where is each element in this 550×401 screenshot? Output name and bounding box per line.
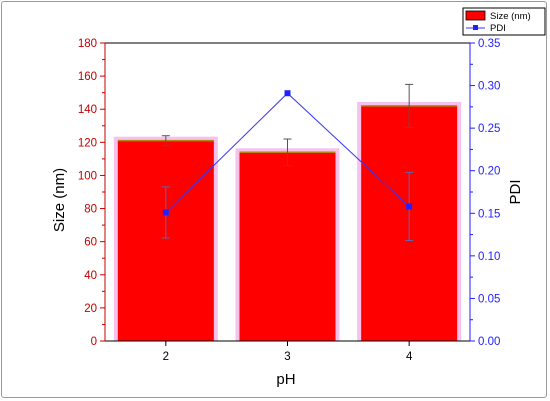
left-axis-label: Size (nm) — [51, 168, 68, 232]
left-tick-label: 40 — [84, 270, 97, 282]
x-tick-label: 3 — [284, 351, 290, 363]
left-tick-label: 160 — [78, 71, 97, 83]
left-tick-label: 60 — [84, 237, 97, 249]
right-tick-label: 0.30 — [478, 81, 500, 93]
right-axis-label: PDI — [507, 179, 524, 204]
left-tick-label: 120 — [78, 137, 97, 149]
legend-pdi-label: PDI — [490, 23, 506, 34]
x-tick-label: 2 — [163, 351, 169, 363]
pdi-marker — [406, 203, 413, 210]
pdi-marker — [284, 90, 291, 97]
left-tick-label: 100 — [78, 170, 97, 182]
pdi-line-group — [161, 90, 414, 242]
pdi-marker — [162, 209, 169, 216]
axes-group: 0 20 40 60 80 100 120 140 160 180 0.00 0.05 0.10 0.15… — [78, 38, 501, 363]
left-tick-label: 80 — [84, 204, 97, 216]
left-tick-label: 0 — [91, 336, 97, 348]
left-tick-label: 20 — [84, 303, 97, 315]
bar — [239, 152, 336, 341]
right-tick-label: 0.20 — [478, 166, 500, 178]
right-tick-label: 0.05 — [478, 293, 500, 305]
right-tick-label: 0.35 — [478, 38, 500, 50]
right-tick-label: 0.00 — [478, 336, 500, 348]
legend-size-label: Size (nm) — [490, 11, 531, 22]
x-axis-label: pH — [276, 371, 295, 388]
x-tick-label: 4 — [406, 351, 413, 363]
bar — [117, 140, 214, 341]
legend-pdi-marker — [473, 25, 478, 30]
legend: Size (nm) PDI — [462, 7, 546, 36]
right-tick-label: 0.15 — [478, 208, 500, 220]
left-tick-label: 180 — [78, 38, 97, 50]
legend-size-swatch — [465, 10, 486, 21]
right-tick-label: 0.25 — [478, 123, 500, 135]
left-tick-label: 140 — [78, 104, 97, 116]
right-tick-label: 0.10 — [478, 251, 500, 263]
bar-error-bars — [161, 83, 414, 167]
